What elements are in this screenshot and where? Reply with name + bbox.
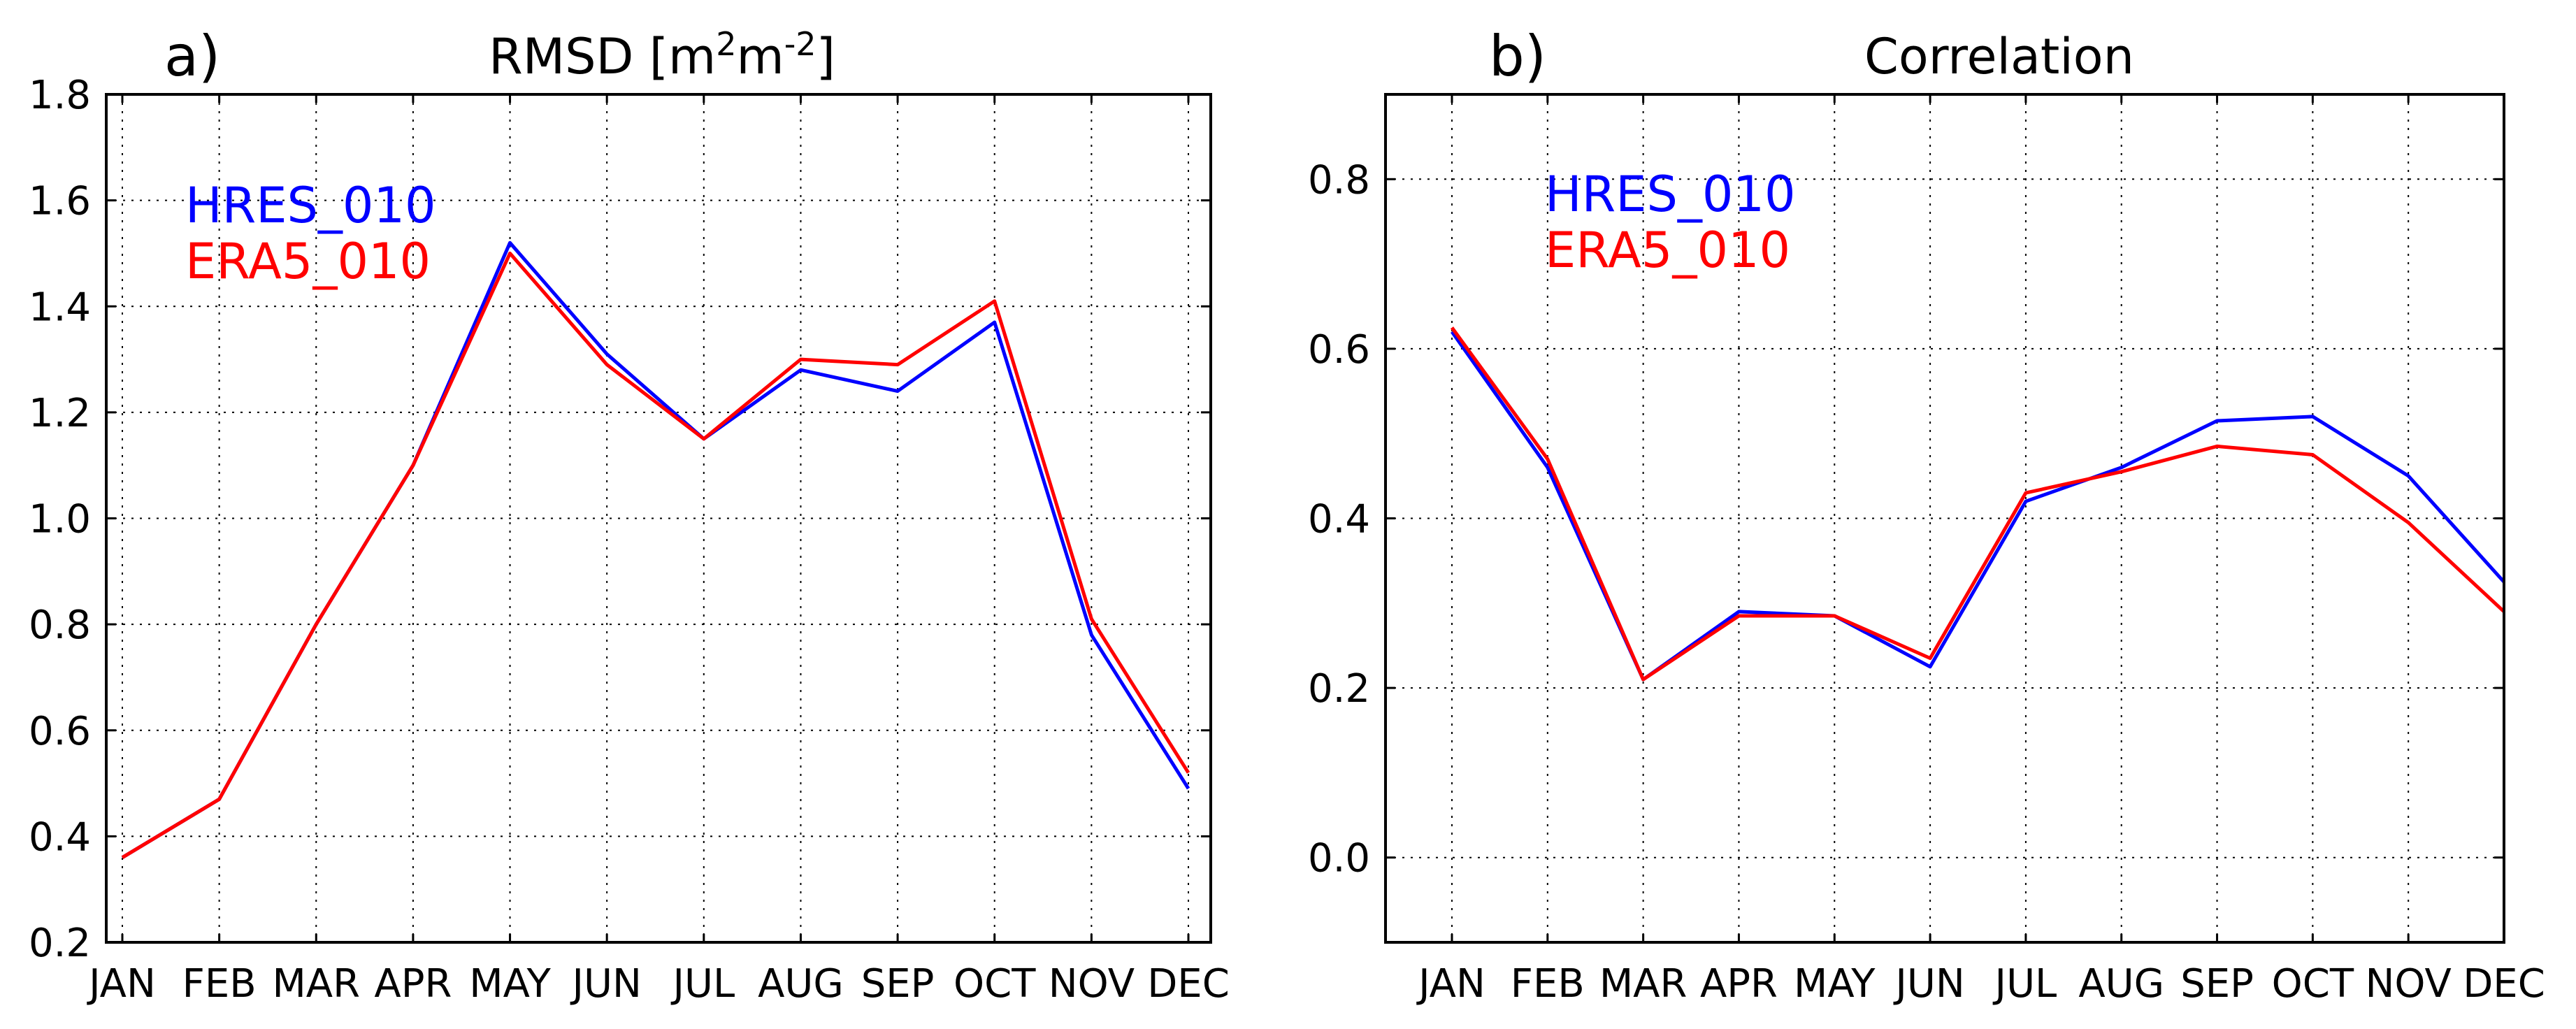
y-tick-label: 1.8 [29,73,91,118]
x-tick-label: JUL [1993,961,2057,1007]
y-tick-label: 1.6 [29,179,91,224]
y-tick-label: 0.2 [29,921,91,966]
y-tick-label: 0.8 [29,603,91,648]
x-tick-label: NOV [1049,961,1135,1007]
y-tick-label: 1.0 [29,497,91,542]
x-tick-label: SEP [861,961,935,1007]
y-tick-label: 1.2 [29,391,91,436]
x-tick-label: JAN [87,961,156,1007]
panel-b-correlation-chart: b) Correlation JAN FEB MAR APR MAY JUN JUL AUG S… [1308,24,2545,1007]
x-tick-label: DEC [1147,961,1230,1007]
series-line-era5-010 [1450,326,2505,682]
x-tick-label: JUN [1893,961,1964,1007]
x-tick-label: MAY [1794,961,1876,1007]
x-tick-label: NOV [2366,961,2452,1007]
panel-b-label: b) [1489,24,1546,89]
x-tick-label: JUL [670,961,735,1007]
x-tick-label: JUN [570,961,641,1007]
x-tick-label: APR [1700,961,1778,1007]
y-tick-label: 0.4 [29,814,91,860]
x-tick-label: FEB [182,961,257,1007]
x-tick-label: AUG [758,961,844,1007]
x-tick-label: MAR [272,961,360,1007]
y-tick-label: 0.4 [1308,497,1370,542]
panel-a-label: a) [164,24,220,89]
y-tick-label: 1.4 [29,285,91,330]
panel-b-gridlines [1386,94,2504,942]
panel-a-axes: JAN FEB MAR APR MAY JUN JUL AUG SEP OCT NOV DEC 0.2 0… [29,73,1230,1007]
panel-b-legend: HRES_010 ERA5_010 [1545,166,1796,279]
panel-a-series [121,240,1190,859]
x-tick-label: MAR [1599,961,1688,1007]
panel-a-legend-hres: HRES_010 [185,177,436,234]
x-tick-label: DEC [2463,961,2545,1007]
panel-b-axes: JAN FEB MAR APR MAY JUN JUL AUG SEP OCT NOV DEC 0.0 0… [1308,94,2545,1007]
y-tick-label: 0.0 [1308,836,1370,882]
x-tick-label: OCT [2272,961,2354,1007]
series-line-hres-010 [1450,331,2505,682]
x-tick-label: OCT [954,961,1036,1007]
panel-a-rmsd-chart: a) RMSD [m2m-2] JAN FEB MAR APR MAY JUN JUL AUG… [29,24,1230,1007]
panel-b-legend-hres: HRES_010 [1545,166,1796,223]
panel-a-legend: HRES_010 ERA5_010 [185,177,436,290]
y-tick-label: 0.8 [1308,157,1370,203]
panel-a-legend-era5: ERA5_010 [185,233,431,290]
x-tick-label: JAN [1416,961,1485,1007]
x-tick-label: AUG [2078,961,2164,1007]
x-tick-label: FEB [1511,961,1585,1007]
y-tick-label: 0.2 [1308,666,1370,712]
panel-a-title: RMSD [m2m-2] [489,25,835,85]
y-tick-label: 0.6 [29,709,91,754]
x-tick-label: SEP [2180,961,2254,1007]
y-tick-label: 0.6 [1308,327,1370,373]
x-tick-label: MAY [469,961,551,1007]
panel-b-title: Correlation [1864,28,2134,85]
panel-b-legend-era5: ERA5_010 [1545,222,1790,279]
series-line-hres-010 [121,240,1190,859]
panel-b-series [1450,326,2505,682]
x-tick-label: APR [374,961,452,1007]
series-line-era5-010 [121,251,1190,859]
